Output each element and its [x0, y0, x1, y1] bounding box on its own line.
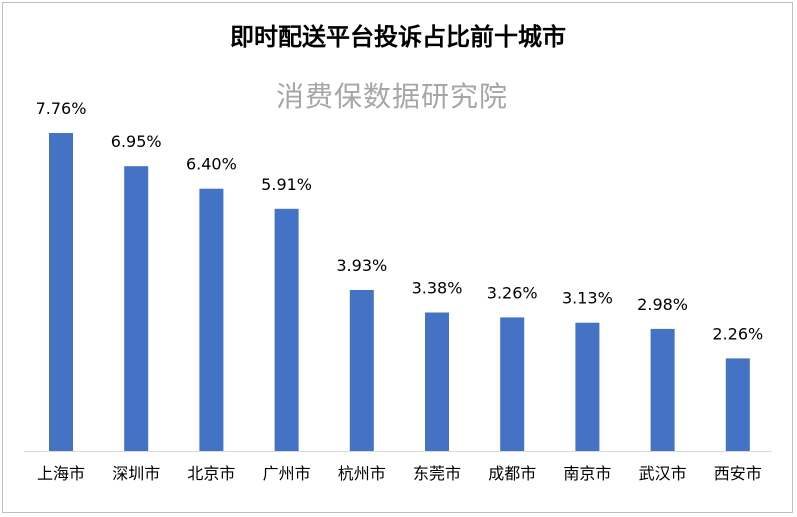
value-label-2: 6.40%: [186, 155, 237, 174]
category-label-9: 西安市: [714, 464, 762, 483]
value-label-3: 5.91%: [261, 175, 312, 194]
bar-9: [725, 358, 750, 451]
value-label-6: 3.26%: [487, 283, 538, 302]
value-label-7: 3.13%: [562, 289, 613, 308]
bar-7: [575, 322, 600, 451]
bars-group: [49, 133, 750, 451]
value-label-9: 2.26%: [712, 324, 763, 343]
bar-8: [650, 328, 675, 451]
value-label-1: 6.95%: [111, 132, 162, 151]
category-label-3: 广州市: [263, 464, 311, 483]
bar-3: [274, 208, 299, 451]
value-label-8: 2.98%: [637, 295, 688, 314]
category-labels-group: 上海市 深圳市 北京市 广州市 杭州市 东莞市 成都市 南京市 武汉市 西安市: [37, 464, 762, 483]
category-label-6: 成都市: [488, 464, 536, 483]
category-label-5: 东莞市: [413, 464, 461, 483]
category-label-0: 上海市: [37, 464, 85, 483]
bar-6: [500, 317, 525, 451]
category-label-1: 深圳市: [112, 464, 160, 483]
bar-5: [425, 312, 449, 451]
bar-1: [124, 166, 149, 451]
bar-4: [349, 290, 374, 451]
bar-2: [199, 188, 224, 451]
category-label-8: 武汉市: [639, 464, 687, 483]
category-label-4: 杭州市: [338, 464, 386, 483]
category-label-2: 北京市: [187, 464, 235, 483]
value-label-5: 3.38%: [412, 279, 463, 298]
chart-subtitle: 消费保数据研究院: [276, 80, 508, 113]
chart-title: 即时配送平台投诉占比前十城市: [230, 23, 566, 51]
value-label-0: 7.76%: [36, 99, 87, 118]
value-labels-group: 7.76% 6.95% 6.40% 5.91% 3.93% 3.38% 3.26% 3.13%…: [36, 99, 764, 343]
value-label-4: 3.93%: [336, 256, 387, 275]
bar-0: [49, 133, 73, 451]
category-label-7: 南京市: [563, 464, 611, 483]
